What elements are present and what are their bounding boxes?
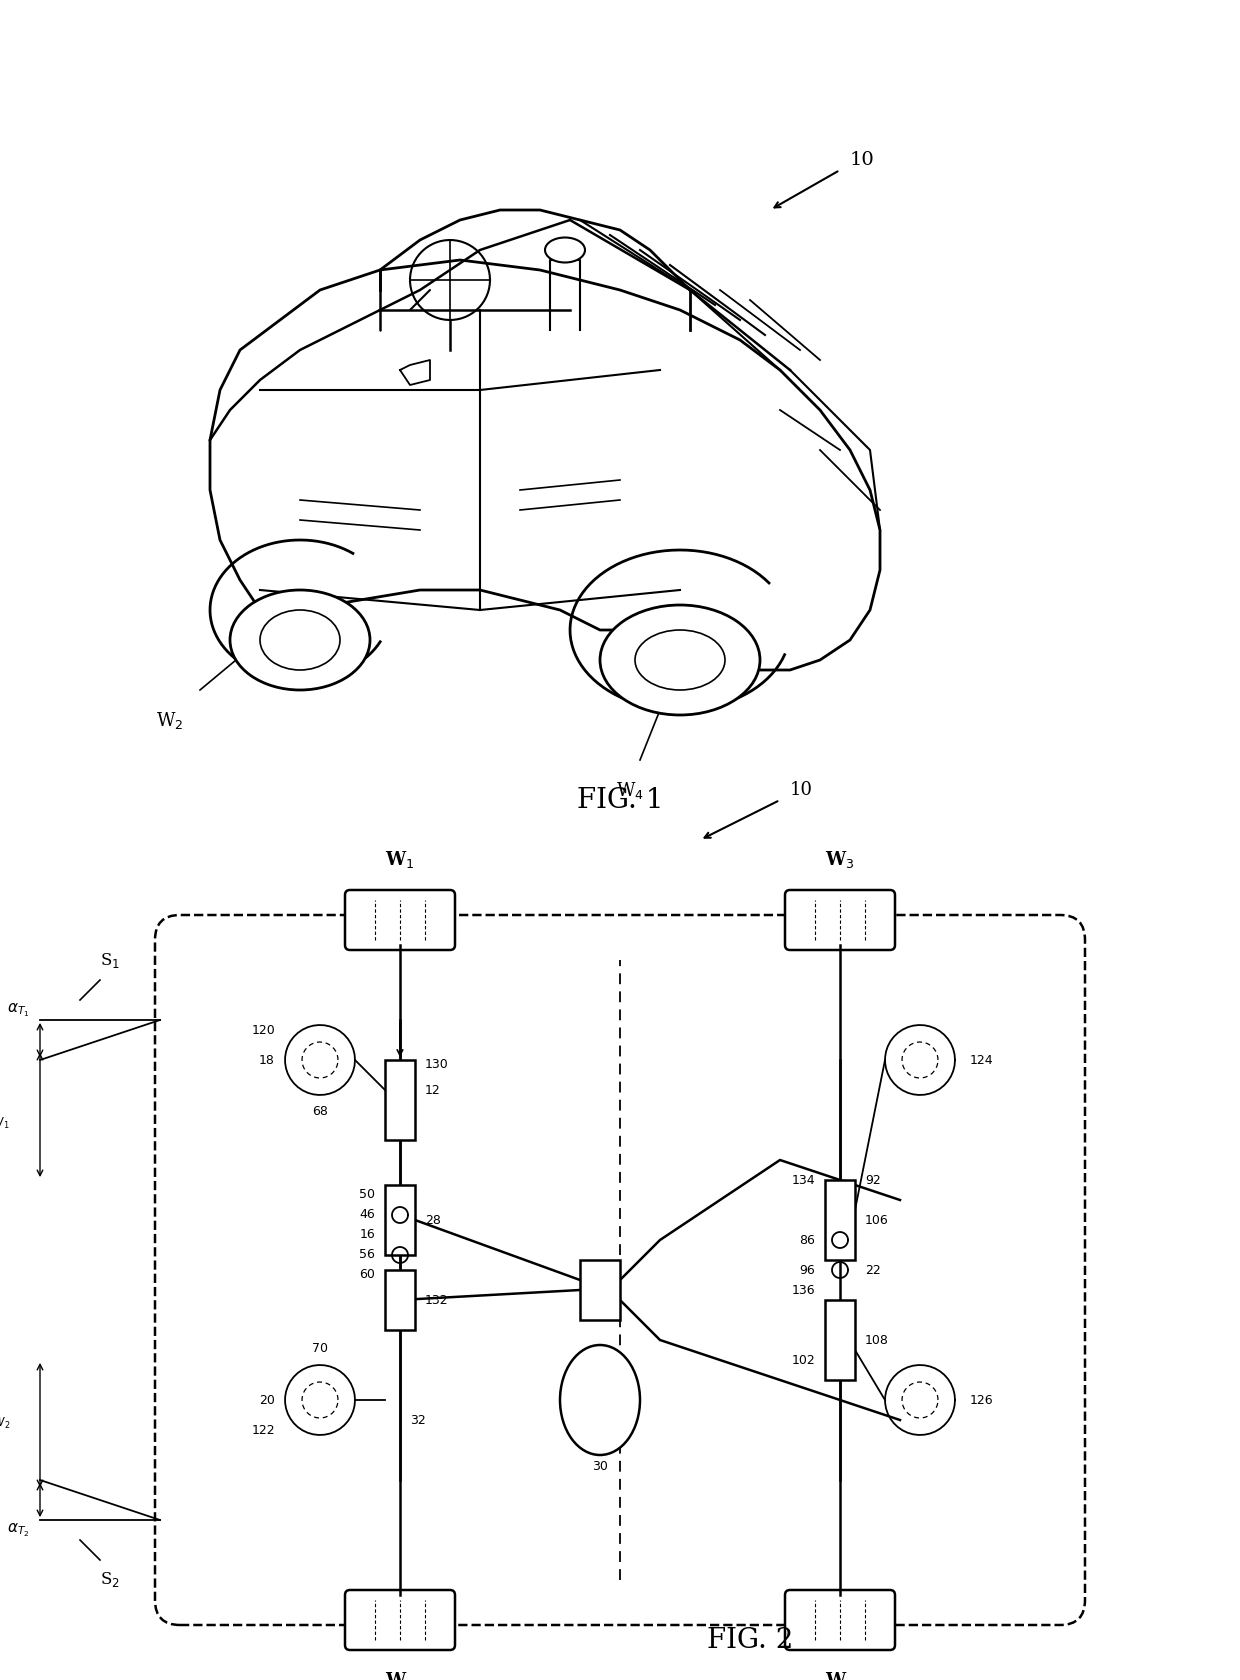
Text: 68: 68 [312, 1105, 327, 1117]
Text: 10: 10 [849, 151, 874, 170]
Text: 86: 86 [799, 1233, 815, 1247]
Bar [384, 1060, 415, 1141]
FancyBboxPatch shape [345, 890, 455, 949]
FancyBboxPatch shape [785, 890, 895, 949]
Text: 70: 70 [312, 1342, 329, 1356]
Text: W$_4$: W$_4$ [616, 780, 644, 801]
Text: 122: 122 [252, 1423, 275, 1436]
Ellipse shape [260, 610, 340, 670]
FancyBboxPatch shape [155, 916, 1085, 1625]
Ellipse shape [635, 630, 725, 690]
Text: 22: 22 [866, 1263, 880, 1277]
Bar [384, 1270, 415, 1331]
Text: 56: 56 [360, 1248, 374, 1262]
Text: 124: 124 [970, 1053, 993, 1067]
Text: 12: 12 [425, 1084, 440, 1097]
Text: 96: 96 [800, 1263, 815, 1277]
Text: W$_4$: W$_4$ [825, 1670, 854, 1680]
Text: 92: 92 [866, 1174, 880, 1186]
Text: 28: 28 [425, 1213, 441, 1226]
Text: $\alpha_{T_1}$: $\alpha_{T_1}$ [7, 1001, 30, 1018]
Text: 134: 134 [791, 1174, 815, 1186]
Text: 18: 18 [259, 1053, 275, 1067]
Text: 16: 16 [360, 1228, 374, 1242]
Text: W$_2$: W$_2$ [156, 711, 184, 731]
FancyBboxPatch shape [345, 1589, 455, 1650]
Bar [825, 1300, 856, 1379]
Text: 120: 120 [252, 1023, 275, 1037]
Text: 136: 136 [791, 1284, 815, 1297]
Text: $\alpha_{T_2}$: $\alpha_{T_2}$ [7, 1520, 30, 1539]
Text: FIG. 2: FIG. 2 [707, 1626, 794, 1653]
Ellipse shape [600, 605, 760, 716]
Text: 132: 132 [425, 1294, 449, 1307]
Text: 50: 50 [360, 1188, 374, 1201]
Text: S$_1$: S$_1$ [100, 951, 120, 969]
Text: 14: 14 [598, 1284, 613, 1297]
Text: FIG. 1: FIG. 1 [577, 786, 663, 813]
Ellipse shape [229, 590, 370, 690]
Bar [825, 1179, 856, 1260]
Text: 46: 46 [360, 1208, 374, 1221]
Text: 102: 102 [791, 1354, 815, 1366]
Text: 20: 20 [259, 1393, 275, 1406]
FancyBboxPatch shape [785, 1589, 895, 1650]
Text: 60: 60 [360, 1268, 374, 1282]
Text: 108: 108 [866, 1334, 889, 1346]
Text: 10: 10 [790, 781, 813, 800]
Text: W$_2$: W$_2$ [386, 1670, 414, 1680]
Text: 106: 106 [866, 1213, 889, 1226]
Ellipse shape [560, 1346, 640, 1455]
Ellipse shape [546, 237, 585, 262]
Text: W$_1$: W$_1$ [386, 848, 414, 870]
Text: S$_{W_2}$: S$_{W_2}$ [0, 1410, 10, 1431]
Text: S$_2$: S$_2$ [100, 1571, 120, 1589]
Text: 130: 130 [425, 1058, 449, 1072]
Bar [384, 1184, 415, 1255]
Text: 32: 32 [410, 1413, 425, 1426]
Text: 30: 30 [591, 1460, 608, 1473]
Text: W$_3$: W$_3$ [826, 848, 854, 870]
Text: 126: 126 [970, 1393, 993, 1406]
Bar [580, 1260, 620, 1320]
Text: S$_{W_1}$: S$_{W_1}$ [0, 1109, 10, 1131]
